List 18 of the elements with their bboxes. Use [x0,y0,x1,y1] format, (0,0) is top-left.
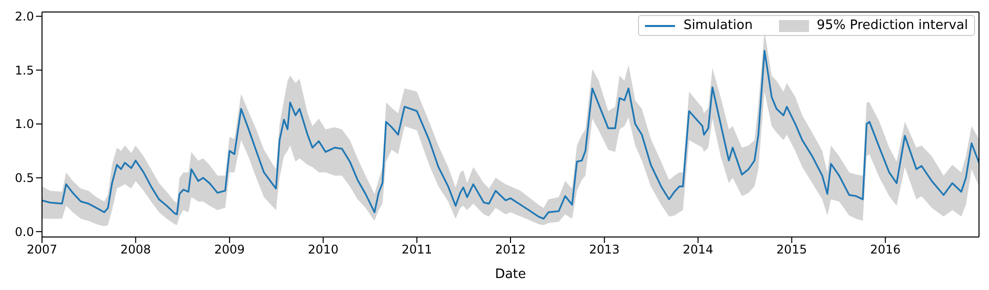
x-tick-label: 2008 [120,242,151,257]
x-tick-label: 2010 [308,242,338,257]
x-tick-label: 2012 [495,242,526,257]
legend-label: Simulation [682,18,753,33]
y-tick-label: 1.0 [14,117,34,132]
x-tick-label: 2016 [870,242,901,257]
x-tick-label: 2009 [214,242,245,257]
y-tick-label: 0.5 [14,171,34,186]
x-tick-label: 2007 [26,242,58,257]
x-tick-label: 2013 [589,242,620,257]
annotation: 95% Prediction interval [816,18,968,33]
x-tick-label: 2015 [776,242,807,257]
y-tick-label: 0.0 [14,224,34,239]
x-tick-label: 2011 [402,242,432,257]
x-tick-label: 2014 [682,242,714,257]
x-axis-title: Date [494,267,526,282]
y-tick-label: 2.0 [14,10,34,24]
y-tick-label: 1.5 [14,63,34,78]
